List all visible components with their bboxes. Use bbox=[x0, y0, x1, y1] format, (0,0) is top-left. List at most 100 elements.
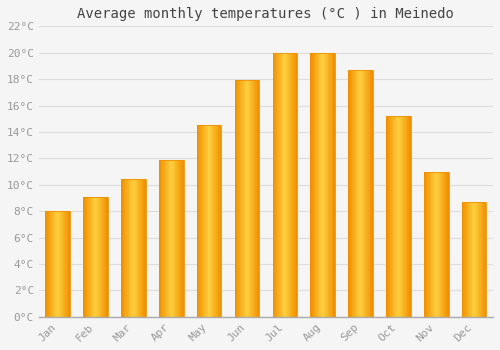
Bar bbox=[396, 116, 397, 317]
Bar bbox=[178, 160, 180, 317]
Bar bbox=[387, 116, 388, 317]
Bar bbox=[478, 202, 479, 317]
Bar bbox=[257, 80, 258, 317]
Bar bbox=[440, 172, 441, 317]
Bar bbox=[318, 53, 320, 317]
Bar bbox=[354, 70, 355, 317]
Bar bbox=[103, 197, 104, 317]
Bar bbox=[145, 180, 146, 317]
Bar bbox=[432, 172, 433, 317]
Bar bbox=[294, 53, 296, 317]
Bar bbox=[142, 180, 144, 317]
Bar bbox=[330, 53, 331, 317]
Bar bbox=[472, 202, 474, 317]
Bar bbox=[138, 180, 139, 317]
Bar bbox=[466, 202, 468, 317]
Bar bbox=[348, 70, 349, 317]
Bar bbox=[54, 211, 56, 317]
Bar bbox=[386, 116, 387, 317]
Bar bbox=[256, 80, 257, 317]
Bar bbox=[121, 180, 122, 317]
Bar bbox=[234, 80, 260, 317]
Bar bbox=[106, 197, 107, 317]
Bar bbox=[437, 172, 438, 317]
Bar bbox=[278, 53, 279, 317]
Bar bbox=[163, 160, 164, 317]
Bar bbox=[482, 202, 483, 317]
Bar bbox=[483, 202, 484, 317]
Bar bbox=[362, 70, 363, 317]
Bar bbox=[51, 211, 52, 317]
Bar bbox=[470, 202, 471, 317]
Bar bbox=[353, 70, 354, 317]
Bar bbox=[314, 53, 316, 317]
Bar bbox=[471, 202, 472, 317]
Bar bbox=[237, 80, 238, 317]
Bar bbox=[288, 53, 289, 317]
Bar bbox=[438, 172, 440, 317]
Bar bbox=[200, 125, 201, 317]
Bar bbox=[64, 211, 65, 317]
Bar bbox=[434, 172, 436, 317]
Bar bbox=[168, 160, 169, 317]
Bar bbox=[88, 197, 89, 317]
Bar bbox=[58, 211, 59, 317]
Bar bbox=[443, 172, 444, 317]
Bar bbox=[360, 70, 362, 317]
Bar bbox=[46, 211, 70, 317]
Bar bbox=[159, 160, 184, 317]
Bar bbox=[425, 172, 426, 317]
Bar bbox=[132, 180, 134, 317]
Bar bbox=[125, 180, 126, 317]
Bar bbox=[285, 53, 286, 317]
Bar bbox=[255, 80, 256, 317]
Bar bbox=[68, 211, 69, 317]
Bar bbox=[96, 197, 97, 317]
Bar bbox=[128, 180, 130, 317]
Bar bbox=[317, 53, 318, 317]
Bar bbox=[60, 211, 61, 317]
Bar bbox=[292, 53, 293, 317]
Bar bbox=[50, 211, 51, 317]
Bar bbox=[327, 53, 328, 317]
Bar bbox=[409, 116, 410, 317]
Bar bbox=[123, 180, 124, 317]
Bar bbox=[197, 125, 222, 317]
Bar bbox=[219, 125, 220, 317]
Bar bbox=[428, 172, 429, 317]
Bar bbox=[139, 180, 140, 317]
Bar bbox=[218, 125, 219, 317]
Bar bbox=[359, 70, 360, 317]
Bar bbox=[469, 202, 470, 317]
Bar bbox=[69, 211, 70, 317]
Bar bbox=[368, 70, 369, 317]
Bar bbox=[480, 202, 482, 317]
Bar bbox=[181, 160, 182, 317]
Bar bbox=[205, 125, 206, 317]
Bar bbox=[311, 53, 312, 317]
Bar bbox=[313, 53, 314, 317]
Bar bbox=[310, 53, 335, 317]
Bar bbox=[131, 180, 132, 317]
Bar bbox=[331, 53, 332, 317]
Bar bbox=[348, 70, 373, 317]
Bar bbox=[130, 180, 131, 317]
Bar bbox=[444, 172, 446, 317]
Bar bbox=[57, 211, 58, 317]
Bar bbox=[141, 180, 142, 317]
Bar bbox=[160, 160, 162, 317]
Bar bbox=[183, 160, 184, 317]
Bar bbox=[446, 172, 447, 317]
Bar bbox=[390, 116, 391, 317]
Bar bbox=[159, 160, 160, 317]
Bar bbox=[93, 197, 94, 317]
Bar bbox=[388, 116, 390, 317]
Bar bbox=[465, 202, 466, 317]
Bar bbox=[61, 211, 62, 317]
Bar bbox=[370, 70, 371, 317]
Bar bbox=[239, 80, 240, 317]
Bar bbox=[127, 180, 128, 317]
Bar bbox=[328, 53, 330, 317]
Bar bbox=[85, 197, 86, 317]
Bar bbox=[363, 70, 364, 317]
